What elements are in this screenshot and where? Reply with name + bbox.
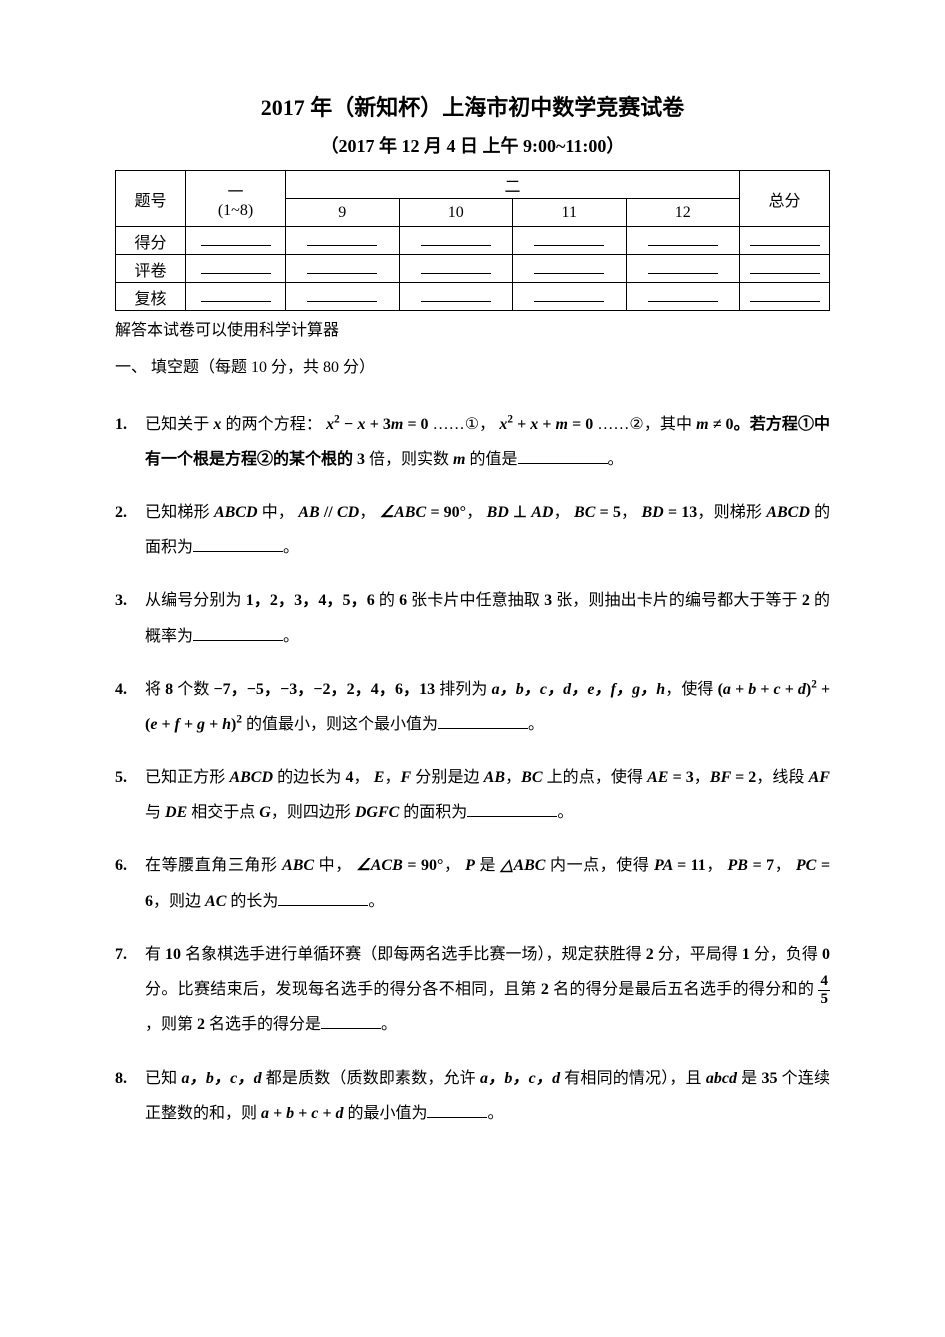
q3-number: 3. [115, 583, 145, 653]
header-q11: 11 [513, 199, 627, 227]
q2-body: 已知梯形 ABCD 中， AB // CD， ∠ABC = 90°， BD ⊥ … [145, 495, 830, 565]
exam-title: 2017 年（新知杯）上海市初中数学竞赛试卷 [115, 90, 830, 122]
cell [399, 255, 513, 283]
q5-body: 已知正方形 ABCD 的边长为 4， E，F 分别是边 AB，BC 上的点，使得… [145, 760, 830, 830]
header-section2: 二 [286, 171, 740, 199]
row-score-label: 得分 [116, 227, 186, 255]
section-1-header: 一、 填空题（每题 10 分，共 80 分） [115, 354, 830, 383]
cell [513, 255, 627, 283]
row-grader-label: 评卷 [116, 255, 186, 283]
q4-body: 将 8 个数 −7，−5，−3，−2，2，4，6，13 排列为 a，b，c，d，… [145, 672, 830, 742]
calculator-note: 解答本试卷可以使用科学计算器 [115, 317, 830, 346]
header-q9: 9 [286, 199, 400, 227]
question-8: 8. 已知 a，b，c，d 都是质数（质数即素数，允许 a，b，c，d 有相同的… [115, 1061, 830, 1131]
cell [513, 227, 627, 255]
cell [186, 227, 286, 255]
cell [399, 283, 513, 311]
q8-number: 8. [115, 1061, 145, 1131]
cell [626, 255, 740, 283]
header-q10: 10 [399, 199, 513, 227]
question-3: 3. 从编号分别为 1，2，3，4，5，6 的 6 张卡片中任意抽取 3 张，则… [115, 583, 830, 653]
cell [740, 227, 830, 255]
q4-number: 4. [115, 672, 145, 742]
cell [513, 283, 627, 311]
question-5: 5. 已知正方形 ABCD 的边长为 4， E，F 分别是边 AB，BC 上的点… [115, 760, 830, 830]
q8-body: 已知 a，b，c，d 都是质数（质数即素数，允许 a，b，c，d 有相同的情况）… [145, 1061, 830, 1131]
q6-number: 6. [115, 848, 145, 918]
question-1: 1. 已知关于 x 的两个方程： x2 − x + 3m = 0 ……①， x2… [115, 407, 830, 477]
q1-number: 1. [115, 407, 145, 477]
q7-body: 有 10 名象棋选手进行单循环赛（即每两名选手比赛一场），规定获胜得 2 分，平… [145, 937, 830, 1043]
cell [740, 255, 830, 283]
cell [740, 283, 830, 311]
q6-body: 在等腰直角三角形 ABC 中， ∠ACB = 90°， P 是 △ABC 内一点… [145, 848, 830, 918]
cell [286, 255, 400, 283]
q1-body: 已知关于 x 的两个方程： x2 − x + 3m = 0 ……①， x2 + … [145, 407, 830, 477]
cell [399, 227, 513, 255]
header-number: 题号 [116, 171, 186, 227]
cell [626, 227, 740, 255]
q3-body: 从编号分别为 1，2，3，4，5，6 的 6 张卡片中任意抽取 3 张，则抽出卡… [145, 583, 830, 653]
q2-number: 2. [115, 495, 145, 565]
row-review-label: 复核 [116, 283, 186, 311]
header-total: 总分 [740, 171, 830, 227]
cell [626, 283, 740, 311]
cell [186, 283, 286, 311]
question-7: 7. 有 10 名象棋选手进行单循环赛（即每两名选手比赛一场），规定获胜得 2 … [115, 937, 830, 1043]
header-q12: 12 [626, 199, 740, 227]
exam-subtitle: （2017 年 12 月 4 日 上午 9:00~11:00） [115, 132, 830, 158]
question-6: 6. 在等腰直角三角形 ABC 中， ∠ACB = 90°， P 是 △ABC … [115, 848, 830, 918]
q5-number: 5. [115, 760, 145, 830]
header-section1: 一 (1~8) [186, 171, 286, 227]
cell [286, 283, 400, 311]
q7-number: 7. [115, 937, 145, 1043]
question-2: 2. 已知梯形 ABCD 中， AB // CD， ∠ABC = 90°， BD… [115, 495, 830, 565]
cell [186, 255, 286, 283]
question-4: 4. 将 8 个数 −7，−5，−3，−2，2，4，6，13 排列为 a，b，c… [115, 672, 830, 742]
score-table: 题号 一 (1~8) 二 总分 9 10 11 12 得分 评卷 复核 [115, 170, 830, 311]
cell [286, 227, 400, 255]
